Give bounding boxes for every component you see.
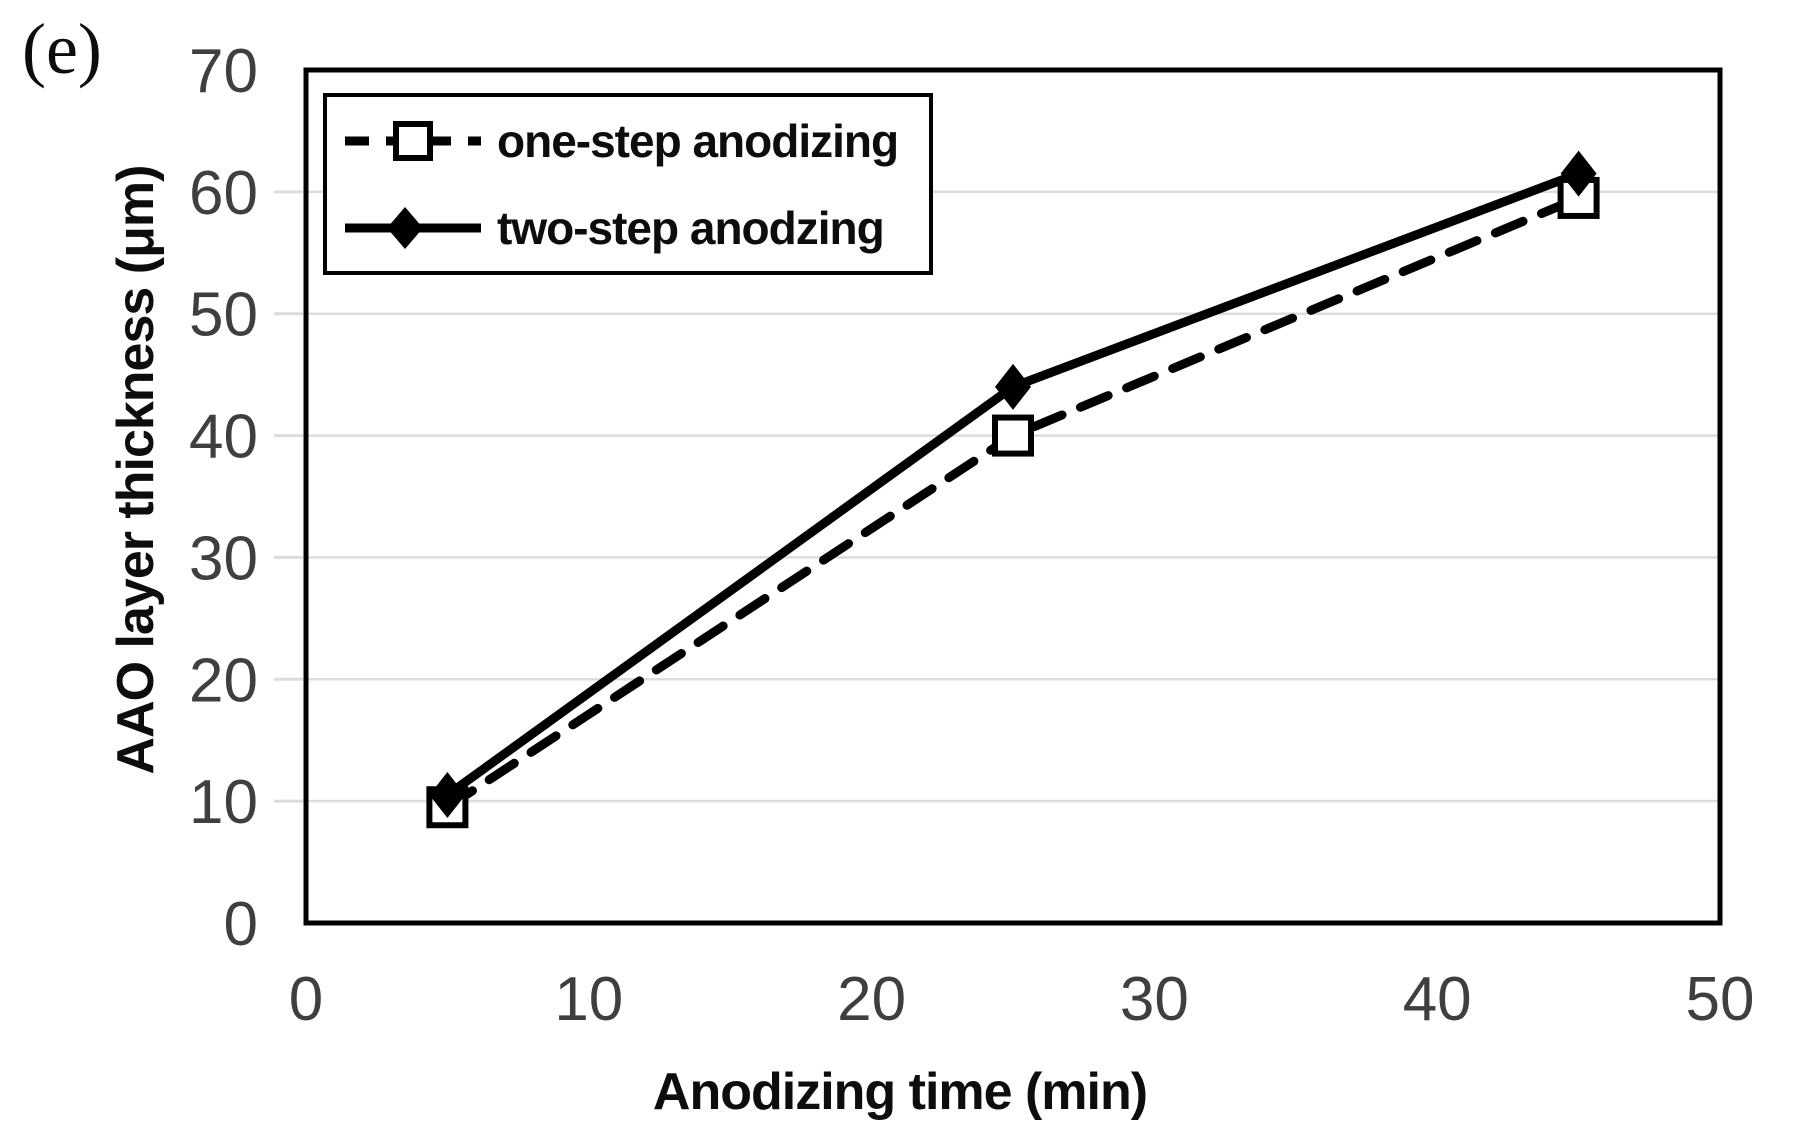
legend-label: two-step anodzing bbox=[497, 201, 885, 254]
plot-area: 0 10 20 30 40 50 0 10 20 30 40 50 60 70 bbox=[189, 37, 1754, 1034]
legend-item-two-step: two-step anodzing bbox=[327, 185, 929, 271]
y-axis-title: AAO layer thickness (μm) bbox=[107, 165, 165, 775]
y-tick-label-0: 0 bbox=[224, 890, 258, 959]
x-tick-label-20: 20 bbox=[837, 965, 906, 1034]
legend-label: one-step anodizing bbox=[497, 114, 899, 167]
marker-filled-diamond bbox=[429, 772, 466, 819]
x-axis-title: Anodizing time (min) bbox=[652, 1063, 1148, 1121]
marker-filled-diamond bbox=[995, 363, 1031, 410]
y-tick-label-30: 30 bbox=[189, 524, 258, 593]
y-tick-label-10: 10 bbox=[189, 768, 258, 837]
x-tick-label-30: 30 bbox=[1120, 965, 1189, 1034]
legend-item-one-step: one-step anodizing bbox=[327, 98, 929, 184]
x-tick-label-40: 40 bbox=[1403, 965, 1472, 1034]
y-tick-label-70: 70 bbox=[189, 37, 258, 106]
x-tick-label-0: 0 bbox=[289, 965, 323, 1034]
x-tick-label-10: 10 bbox=[554, 965, 623, 1034]
plot-frame bbox=[303, 67, 1723, 926]
legend-sample-dashed-open-square-icon bbox=[345, 120, 481, 161]
y-tick-label-60: 60 bbox=[189, 159, 258, 228]
y-tick-label-40: 40 bbox=[189, 403, 258, 472]
legend-sample-solid-filled-diamond-icon bbox=[345, 206, 481, 249]
marker-filled-diamond bbox=[1560, 150, 1597, 197]
series-line-0 bbox=[442, 193, 1584, 812]
legend-box: one-step anodizing two-step anodzing bbox=[323, 93, 933, 275]
panel-label: (e) bbox=[22, 9, 102, 89]
x-tick-label-50: 50 bbox=[1686, 965, 1755, 1034]
y-tick-label-20: 20 bbox=[189, 646, 258, 715]
marker-open-square bbox=[992, 414, 1034, 457]
y-tick-label-50: 50 bbox=[189, 281, 258, 350]
